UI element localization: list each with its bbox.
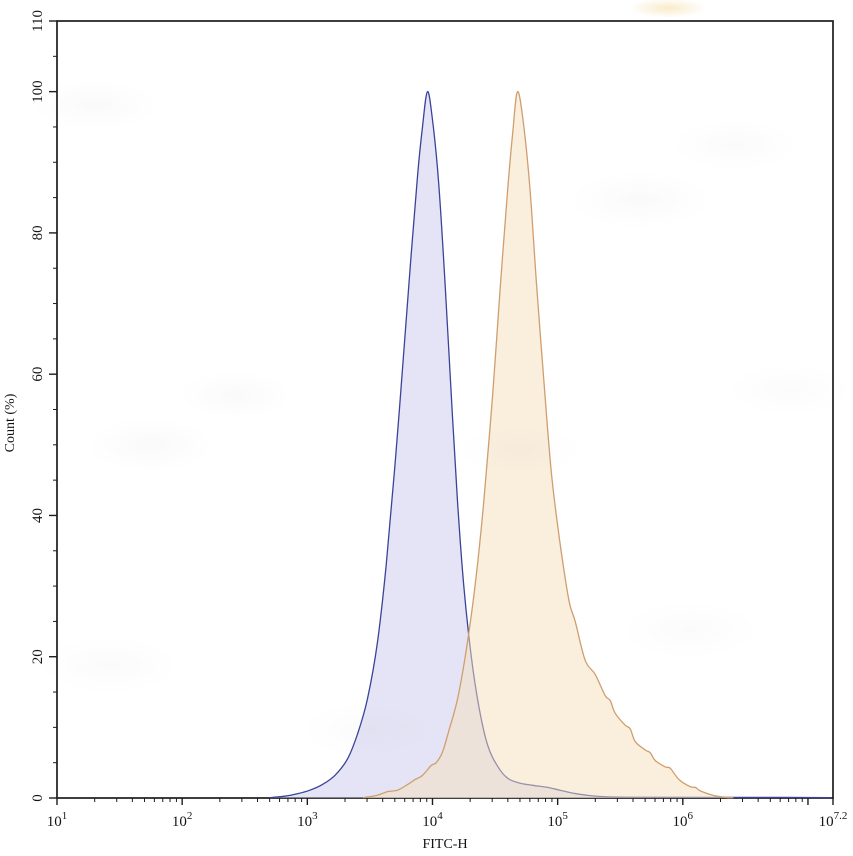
- x-axis-title: FITC-H: [422, 837, 467, 852]
- x-tick-label: 104: [422, 810, 443, 830]
- y-tick-label: 20: [30, 649, 46, 664]
- x-tick-label: 105: [547, 810, 568, 830]
- x-tick-label: 106: [673, 810, 694, 830]
- blue-histogram-fill: [269, 91, 831, 798]
- y-tick-label: 110: [30, 10, 46, 32]
- x-tick-label: 102: [172, 810, 193, 830]
- y-tick-label: 80: [30, 225, 46, 240]
- x-tick-label: 101: [47, 810, 68, 830]
- x-tick-label: 103: [297, 810, 318, 830]
- series-layer: [269, 90, 832, 799]
- x-tick-label: 107.2: [819, 810, 848, 830]
- y-tick-label: 40: [30, 508, 46, 523]
- y-tick-label: 0: [30, 794, 46, 802]
- y-tick-label: 100: [30, 80, 46, 103]
- y-tick-label: 60: [30, 367, 46, 382]
- orange-histogram-curve: [362, 90, 734, 799]
- y-axis-title: Count (%): [3, 393, 18, 452]
